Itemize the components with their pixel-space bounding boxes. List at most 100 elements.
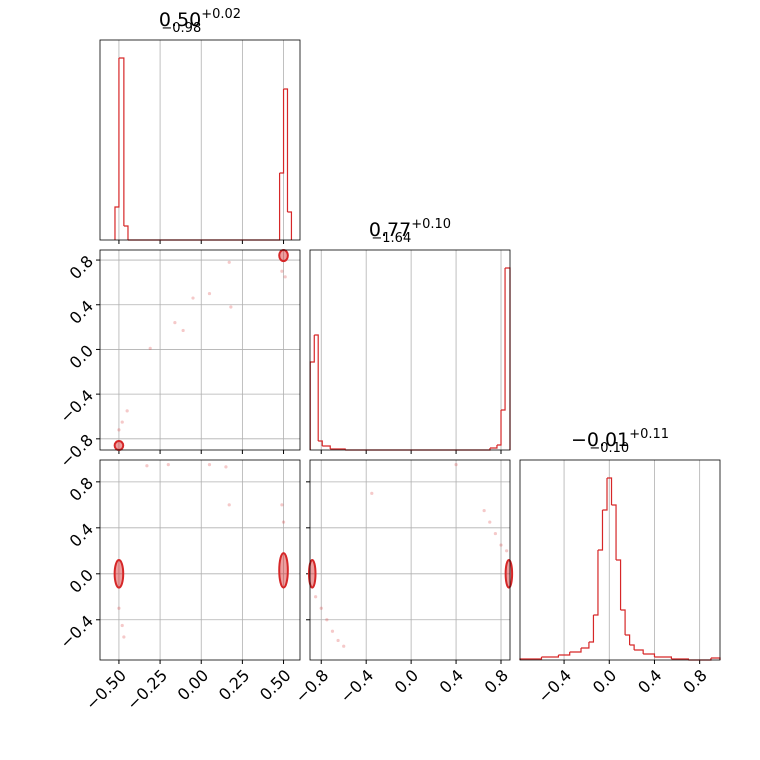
hist-bin bbox=[629, 644, 635, 650]
scatter-point bbox=[280, 503, 284, 507]
scatter-point bbox=[120, 623, 124, 628]
hist-bin bbox=[616, 559, 622, 610]
scatter-point bbox=[281, 520, 286, 524]
hist-bin bbox=[593, 550, 599, 616]
y-tick-label: −0.4 bbox=[56, 611, 97, 652]
scatter-point bbox=[505, 549, 509, 553]
hist-bin bbox=[127, 173, 281, 241]
hist-bin bbox=[314, 334, 319, 441]
density-contour bbox=[278, 552, 289, 589]
x-tick-label: −0.4 bbox=[336, 666, 377, 707]
panel: −0.4 0.0 0.4 0.8 −0.01+0.11 −0.10 bbox=[519, 427, 721, 707]
hist-bin bbox=[620, 609, 626, 635]
hist-bin bbox=[501, 268, 506, 411]
hist-bin bbox=[634, 649, 644, 654]
scatter-point bbox=[227, 503, 231, 507]
hist-bin bbox=[114, 58, 120, 240]
hist-bin bbox=[625, 634, 631, 645]
y-tick-label: 0.8 bbox=[66, 252, 97, 283]
x-tick-label: −0.25 bbox=[123, 666, 171, 714]
title-upper: +0.02 bbox=[201, 7, 241, 22]
scatter-point bbox=[336, 638, 340, 643]
hist-bin bbox=[279, 89, 285, 174]
x-tick-label: −0.50 bbox=[82, 666, 130, 714]
scatter-point bbox=[342, 644, 346, 648]
scatter-point bbox=[314, 595, 318, 599]
x-tick-label: 0.8 bbox=[679, 666, 710, 697]
axes-frame bbox=[309, 249, 511, 451]
hist-bin bbox=[602, 478, 608, 511]
hist-bin bbox=[643, 653, 656, 657]
scatter-point bbox=[229, 305, 233, 309]
scatter-point bbox=[207, 462, 212, 467]
axes-frame bbox=[309, 459, 511, 661]
scatter-point bbox=[122, 635, 126, 639]
axes-frame bbox=[99, 39, 301, 241]
hist-bin bbox=[541, 655, 560, 658]
density-contour bbox=[113, 559, 125, 589]
density-contour bbox=[113, 440, 125, 452]
hist-bin bbox=[654, 656, 673, 659]
axes-frame bbox=[519, 459, 721, 661]
y-tick-label: 0.0 bbox=[66, 565, 97, 596]
scatter-point bbox=[191, 296, 195, 300]
panel: 0.77+0.10 −1.64 bbox=[309, 217, 511, 454]
title-lower: −0.98 bbox=[161, 21, 201, 36]
scatter-point bbox=[319, 606, 323, 610]
scatter-point bbox=[454, 462, 458, 467]
scatter-point bbox=[227, 260, 231, 264]
panel: −0.8−0.4 0.0 0.4 0.8 bbox=[291, 459, 514, 707]
y-tick-label: 0.4 bbox=[66, 519, 97, 550]
y-tick-label: 0.0 bbox=[66, 341, 97, 372]
panel-title: 0.50+0.02 −0.98 bbox=[159, 7, 241, 36]
hist-bin bbox=[322, 445, 331, 449]
scatter-point bbox=[166, 462, 170, 467]
x-tick-label: 0.4 bbox=[634, 666, 665, 697]
scatter-point bbox=[330, 629, 335, 633]
x-tick-label: 0.8 bbox=[481, 666, 512, 697]
y-tick-label: −0.4 bbox=[56, 386, 97, 427]
y-tick-label: 0.4 bbox=[66, 296, 97, 327]
scatter-point bbox=[117, 428, 121, 432]
density-contour bbox=[308, 559, 317, 589]
title-upper: +0.11 bbox=[629, 427, 669, 442]
scatter-point bbox=[499, 543, 503, 547]
scatter-point bbox=[181, 328, 185, 333]
hist-bin bbox=[597, 510, 604, 551]
hist-bin bbox=[607, 477, 613, 505]
title-value: 0.77 bbox=[369, 219, 411, 241]
title-value: 0.50 bbox=[159, 9, 201, 31]
hist-bin bbox=[123, 225, 129, 240]
title-upper: +0.10 bbox=[411, 217, 451, 232]
density-contour bbox=[504, 559, 514, 589]
title-lower: −1.64 bbox=[371, 231, 411, 246]
scatter-point bbox=[224, 465, 228, 469]
scatter-point bbox=[280, 269, 284, 273]
hist-bin bbox=[287, 211, 293, 240]
hist-bin bbox=[581, 642, 590, 649]
title-lower: −0.10 bbox=[589, 441, 629, 456]
density-contour bbox=[278, 249, 289, 263]
hist-bin bbox=[490, 445, 498, 449]
hist-bin bbox=[496, 410, 502, 446]
x-tick-label: −0.8 bbox=[291, 666, 332, 707]
hist-bin bbox=[588, 615, 595, 643]
panel-title: 0.77+0.10 −1.64 bbox=[369, 217, 451, 246]
hist-bin bbox=[611, 504, 617, 560]
panel: 0.50+0.02 −0.98 bbox=[99, 7, 301, 244]
hist-bin bbox=[283, 88, 289, 212]
scatter-point bbox=[493, 531, 497, 536]
x-tick-label: 0.0 bbox=[391, 666, 422, 697]
y-tick-label: 0.8 bbox=[66, 473, 97, 504]
x-tick-label: 0.50 bbox=[256, 666, 295, 705]
scatter-point bbox=[207, 291, 212, 296]
axes-frame bbox=[99, 249, 301, 451]
hist-bin bbox=[519, 657, 543, 660]
scatter-point bbox=[145, 464, 149, 468]
x-tick-label: 0.25 bbox=[215, 666, 254, 705]
x-tick-label: 0.0 bbox=[589, 666, 620, 697]
hist-bin bbox=[558, 652, 571, 656]
x-tick-label: 0.4 bbox=[436, 666, 467, 697]
hist-bin bbox=[309, 335, 315, 450]
